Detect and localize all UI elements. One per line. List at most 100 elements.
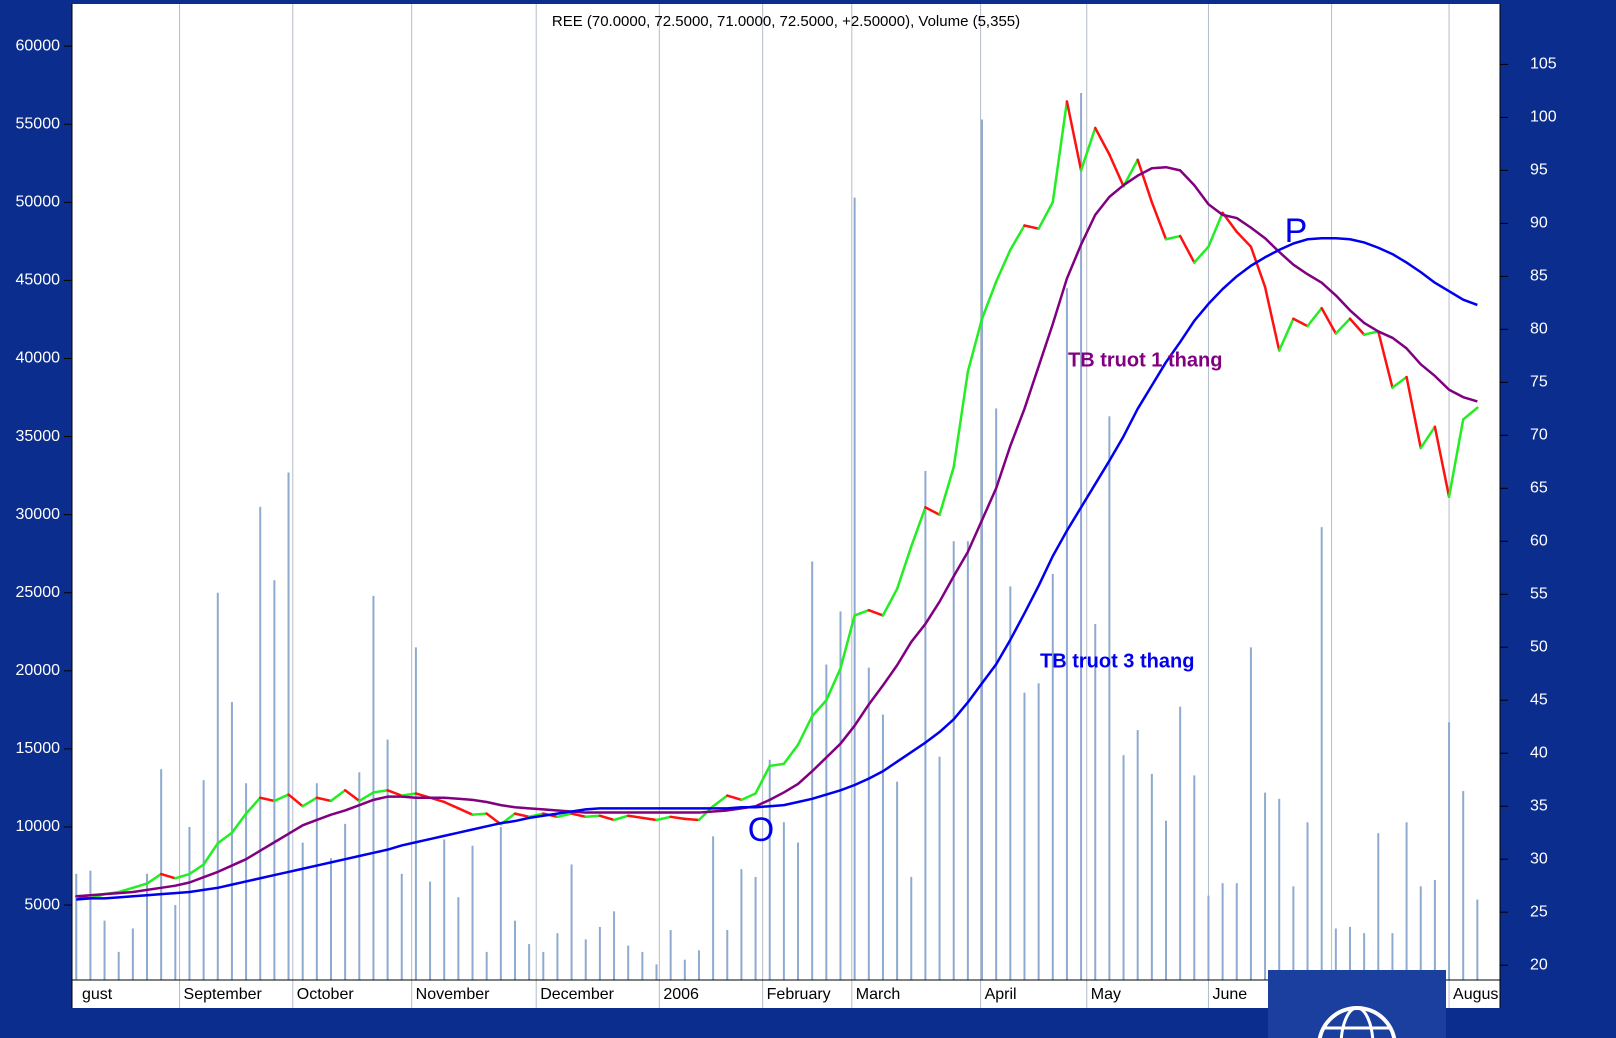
y2-tick-label: 105	[1530, 56, 1557, 73]
volume-bar	[1094, 623, 1097, 980]
volume-bar	[1334, 928, 1337, 980]
price-segment	[159, 872, 177, 880]
price-segment	[1079, 126, 1097, 172]
volume-bar	[584, 939, 587, 980]
volume-bar	[825, 664, 828, 980]
volume-bar	[740, 869, 743, 980]
annotation: P	[1285, 212, 1308, 250]
price-segment	[287, 793, 304, 808]
y2-tick-label: 60	[1530, 532, 1548, 549]
price-segment	[881, 587, 899, 617]
price-segment	[1277, 317, 1295, 352]
grid	[179, 4, 1450, 1008]
price-segment	[1334, 317, 1352, 335]
price-segment	[343, 789, 361, 803]
volume-bar	[131, 928, 134, 980]
price-segment	[1461, 406, 1479, 421]
volume-bar	[853, 197, 856, 980]
volume-bar	[315, 783, 318, 980]
volume-bar	[655, 964, 658, 980]
volume-bar	[1363, 933, 1366, 980]
price-segment	[796, 714, 814, 746]
price-segment	[768, 762, 786, 768]
price-segment	[1178, 234, 1196, 264]
price-segment	[669, 815, 687, 821]
price-segment	[980, 280, 998, 320]
x-tick-label: February	[767, 986, 831, 1003]
price-segment	[273, 793, 290, 803]
y-tick-label: 25000	[16, 584, 61, 601]
volume-bar	[1065, 288, 1068, 980]
price-segment	[1306, 306, 1323, 328]
volume-bar	[216, 592, 219, 980]
y2-tick-label: 40	[1530, 744, 1548, 761]
price-segment	[1093, 126, 1111, 156]
y2-tick-label: 50	[1530, 638, 1548, 655]
volume-bar	[556, 933, 559, 980]
volume-bar	[1136, 730, 1139, 980]
x-tick-label: June	[1212, 986, 1247, 1003]
y-tick-label: 5000	[24, 896, 60, 913]
y2-tick-label: 45	[1530, 691, 1548, 708]
volume-bar	[981, 119, 984, 980]
volume-bar	[273, 580, 276, 980]
price-segment	[711, 794, 729, 808]
price-segment	[358, 791, 375, 803]
volume-bar	[287, 472, 290, 980]
price-segment	[895, 545, 913, 591]
x-tick-label: October	[297, 986, 355, 1003]
price-segment	[683, 817, 701, 822]
price-segment	[754, 764, 771, 795]
y2-tick-label: 65	[1530, 480, 1548, 497]
volume-bar	[1080, 93, 1083, 980]
x-tick-label: May	[1091, 986, 1121, 1003]
volume-bar	[499, 826, 502, 980]
price-segment	[174, 872, 191, 880]
price-segment	[570, 812, 587, 819]
axes: 5000 10000 15000 20000 25000 30000 35000 40000 4…	[16, 37, 1557, 973]
y-tick-label: 45000	[16, 272, 61, 289]
volume-bar	[146, 873, 149, 980]
price-segment	[584, 814, 602, 819]
volume-bar	[429, 881, 432, 980]
price-segment	[1405, 375, 1422, 450]
price-segment	[1037, 200, 1055, 230]
volume-bar	[485, 951, 488, 980]
volume-bar	[358, 772, 361, 980]
y-tick-label: 10000	[16, 818, 61, 835]
volume-bar	[995, 408, 998, 980]
volume-bar	[1207, 895, 1210, 980]
price-segment	[372, 789, 389, 794]
volume-bar	[329, 858, 332, 980]
price-segment	[641, 816, 658, 822]
volume-bar	[259, 506, 262, 980]
price-segment	[244, 796, 262, 815]
price-segment	[1320, 306, 1338, 335]
y-tick-label: 20000	[16, 662, 61, 679]
price-segment	[825, 667, 842, 702]
price-segment	[1065, 100, 1083, 172]
y2-tick-label: 20	[1530, 956, 1548, 973]
y2-tick-label: 55	[1530, 585, 1548, 602]
y2-tick-label: 70	[1530, 427, 1548, 444]
y2-tick-label: 80	[1530, 321, 1548, 338]
moving-average-line	[76, 236, 1478, 901]
volume-bar	[202, 780, 205, 980]
volume-bar	[613, 911, 616, 980]
volume-bar	[117, 951, 120, 980]
chart-title: REE (70.0000, 72.5000, 71.0000, 72.5000,…	[552, 13, 1020, 30]
logo-globe	[1339, 1006, 1375, 1038]
volume-bar	[1179, 706, 1182, 980]
volume-bar	[782, 822, 785, 980]
volume-bar	[230, 702, 233, 980]
volume-bar	[443, 839, 446, 980]
volume-bar	[896, 781, 899, 980]
price-segment	[1433, 425, 1451, 499]
price-segment	[258, 796, 276, 803]
price-segment	[994, 248, 1012, 283]
volume-bar	[75, 873, 78, 980]
x-tick-label: March	[856, 986, 900, 1003]
price-segment	[853, 608, 871, 617]
volume-bar	[754, 876, 757, 980]
